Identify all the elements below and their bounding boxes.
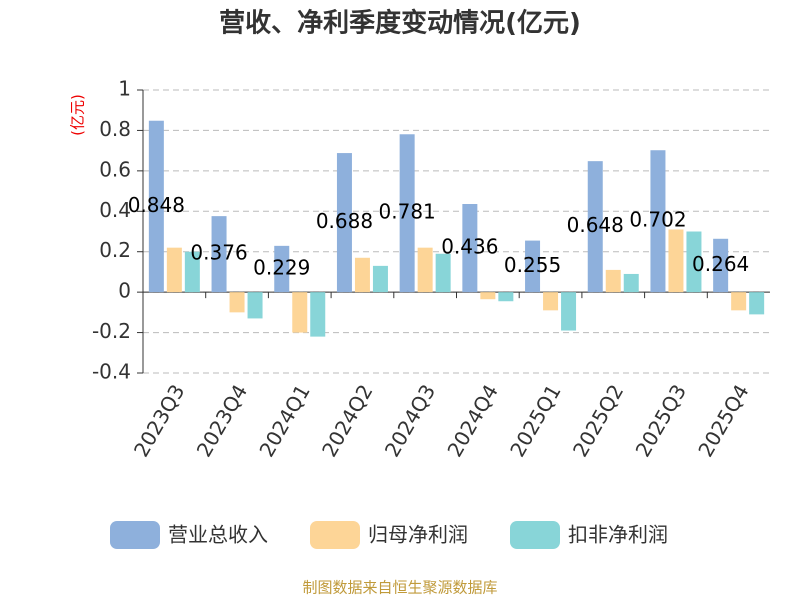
value-label: 0.255 xyxy=(504,253,561,277)
legend-swatch xyxy=(310,521,360,549)
bar xyxy=(543,292,559,311)
bar xyxy=(713,238,729,293)
x-tick-label: 2025Q2 xyxy=(568,380,628,461)
bar xyxy=(749,292,765,315)
y-tick-label: -0.4 xyxy=(92,360,131,384)
x-tick-label: 2024Q1 xyxy=(254,380,314,461)
value-label: 0.702 xyxy=(629,208,686,232)
bar xyxy=(498,292,514,302)
y-tick-label: 0.6 xyxy=(99,157,131,181)
bar xyxy=(417,247,433,293)
bar xyxy=(148,120,164,293)
x-tick-label: 2024Q2 xyxy=(317,380,377,461)
bar xyxy=(623,273,639,293)
value-label: 0.648 xyxy=(567,213,624,237)
bar xyxy=(587,161,603,293)
value-label: 0.264 xyxy=(692,252,749,276)
value-label: 0.688 xyxy=(316,209,373,233)
x-tick-label: 2024Q4 xyxy=(442,380,502,461)
bar xyxy=(274,245,290,293)
y-tick-label: -0.2 xyxy=(92,319,131,343)
bar xyxy=(292,292,308,333)
y-tick-label: 1 xyxy=(118,77,131,101)
bar xyxy=(435,253,451,293)
legend-label: 扣非净利润 xyxy=(568,523,668,547)
bar xyxy=(731,292,747,311)
bar xyxy=(525,240,541,293)
bar xyxy=(462,204,478,293)
y-axis-label: (亿元) xyxy=(69,94,87,136)
source-note: 制图数据来自恒生聚源数据库 xyxy=(302,579,497,597)
bar xyxy=(668,229,684,293)
x-tick-label: 2023Q4 xyxy=(192,380,252,461)
x-tick-label: 2025Q3 xyxy=(631,380,691,461)
bar xyxy=(336,153,352,293)
bar xyxy=(399,134,415,293)
bar xyxy=(211,216,227,293)
y-tick-label: 0.2 xyxy=(99,238,131,262)
bar xyxy=(247,292,263,319)
bar xyxy=(184,251,200,293)
value-label: 0.781 xyxy=(379,200,436,224)
bar xyxy=(605,269,621,293)
bar xyxy=(166,247,182,293)
x-tick-label: 2025Q4 xyxy=(693,380,753,461)
bar xyxy=(650,150,666,293)
bar xyxy=(480,292,496,300)
y-tick-label: 0.4 xyxy=(99,198,131,222)
bar xyxy=(372,265,388,293)
bar xyxy=(310,292,326,337)
x-tick-label: 2023Q3 xyxy=(129,380,189,461)
x-tick-label: 2025Q1 xyxy=(505,380,565,461)
legend-swatch xyxy=(110,521,160,549)
bar xyxy=(229,292,245,313)
legend-label: 营业总收入 xyxy=(168,523,268,547)
chart-title: 营收、净利季度变动情况(亿元) xyxy=(219,8,581,39)
legend-swatch xyxy=(510,521,560,549)
value-label: 0.376 xyxy=(190,241,247,265)
value-label: 0.229 xyxy=(253,255,310,279)
legend-label: 归母净利润 xyxy=(368,523,468,547)
x-tick-label: 2024Q3 xyxy=(380,380,440,461)
y-tick-label: 0.8 xyxy=(99,117,131,141)
value-label: 0.436 xyxy=(441,235,498,259)
y-tick-label: 0 xyxy=(118,279,131,303)
bar xyxy=(686,231,702,293)
bar xyxy=(354,257,370,293)
bar xyxy=(561,292,577,331)
value-label: 0.848 xyxy=(128,193,185,217)
